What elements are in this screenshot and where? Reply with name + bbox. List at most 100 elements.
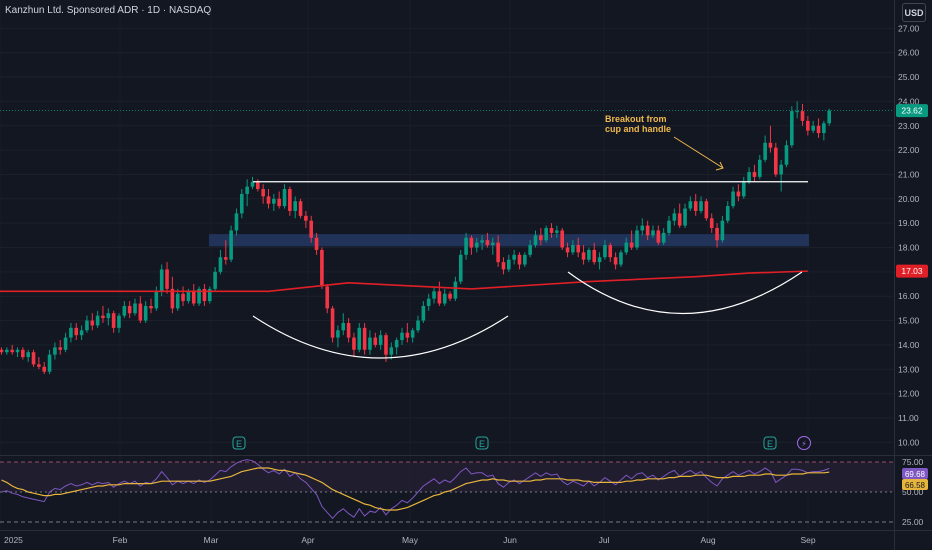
candle (779, 159, 783, 192)
candle (384, 332, 388, 362)
candle (277, 191, 281, 209)
time-tick-label: 2025 (4, 535, 23, 545)
candle (421, 301, 426, 323)
candle (117, 313, 121, 333)
candle (613, 252, 618, 270)
candle (731, 186, 735, 209)
time-tick-label: Jul (599, 535, 610, 545)
candle (741, 176, 746, 199)
candle (688, 196, 693, 211)
earnings-marker[interactable]: E (763, 436, 777, 450)
candle (533, 230, 538, 248)
candle (442, 288, 447, 306)
rsi-tick-label: 50.00 (902, 487, 924, 497)
candle (378, 330, 383, 350)
candle (0, 347, 4, 355)
candle (304, 210, 308, 229)
breakout-annotation-line1[interactable]: Breakout from (605, 114, 667, 124)
candle (624, 237, 629, 255)
candle (309, 215, 314, 243)
candle (816, 118, 821, 138)
candle (699, 196, 703, 214)
candle (667, 215, 671, 236)
cup-curve-1[interactable] (252, 315, 509, 359)
price-tick-label: 26.00 (898, 48, 920, 58)
candle (517, 252, 522, 270)
price-tick-label: 14.00 (898, 340, 920, 350)
candles (0, 101, 831, 375)
candle (645, 220, 650, 241)
price-tick-label: 20.00 (898, 194, 920, 204)
price-tick-label: 15.00 (898, 316, 920, 326)
price-tick-label: 21.00 (898, 169, 920, 179)
candle (266, 189, 271, 209)
rsi-band (0, 462, 894, 492)
candle (651, 225, 655, 238)
candle (619, 249, 623, 267)
rsi-tick-label: 25.00 (902, 517, 924, 527)
candle (69, 322, 73, 343)
candle (21, 347, 25, 360)
candle (426, 293, 431, 311)
rsi-axis[interactable]: 75.00 50.00 25.00 (902, 457, 924, 527)
candle (218, 249, 223, 275)
events: E E E ⚡ (232, 436, 811, 450)
candle (85, 315, 89, 333)
earnings-marker[interactable]: E (232, 436, 246, 450)
breakout-arrow[interactable] (673, 136, 724, 171)
rsi-ma-value-badge: 66.58 (902, 479, 928, 490)
dividend-marker[interactable]: ⚡ (797, 436, 811, 450)
ticker-title[interactable]: Kanzhun Ltd. Sponsored ADR · 1D · NASDAQ (5, 5, 212, 16)
candle (587, 247, 591, 263)
rsi-ma-value-label: 66.58 (905, 481, 926, 490)
last-price-badge: 23.62 (896, 104, 928, 118)
candle (806, 116, 810, 136)
candle (272, 193, 276, 211)
earnings-marker[interactable]: E (475, 436, 489, 450)
candle (555, 225, 559, 238)
rsi-value-badge: 69.68 (902, 468, 928, 479)
price-tick-label: 18.00 (898, 243, 920, 253)
candle (314, 232, 319, 255)
price-axis[interactable]: 27.00 26.00 25.00 24.00 23.00 22.00 21.00 20.00… (898, 23, 920, 447)
price-tick-label: 16.00 (898, 291, 920, 301)
candle (725, 201, 730, 224)
candle (229, 225, 233, 263)
candle (154, 286, 159, 311)
candle (677, 203, 682, 229)
candle (58, 340, 63, 355)
candle (122, 301, 127, 319)
rsi-tick-label: 75.00 (902, 457, 924, 467)
time-axis[interactable]: 2025 Feb Mar Apr May Jun Jul Aug Sep (4, 535, 816, 545)
ma-price-label: 17.03 (901, 266, 923, 276)
candle (571, 240, 575, 255)
candle (368, 330, 372, 355)
currency-button[interactable]: USD (902, 3, 926, 22)
candle (640, 218, 645, 236)
candle (485, 232, 490, 248)
candle (346, 318, 351, 343)
candle (90, 313, 95, 331)
support-zone-layer (209, 234, 809, 247)
cup-curve-2[interactable] (567, 271, 803, 314)
candle (437, 281, 442, 306)
rsi-ma-line (1, 467, 830, 511)
rsi-pane[interactable] (0, 459, 894, 523)
candle (774, 142, 778, 177)
breakout-annotation-line2[interactable]: cup and handle (605, 124, 671, 134)
price-tick-label: 12.00 (898, 389, 920, 399)
candle (149, 298, 153, 314)
candle (512, 249, 516, 265)
candle (191, 284, 196, 306)
candle (250, 176, 255, 190)
candle (101, 305, 105, 323)
candle (597, 252, 602, 270)
candle (95, 310, 100, 328)
time-tick-label: Aug (700, 535, 715, 545)
support-zone (209, 234, 809, 247)
candle (458, 249, 463, 285)
candle (400, 327, 404, 345)
candle (539, 228, 543, 246)
